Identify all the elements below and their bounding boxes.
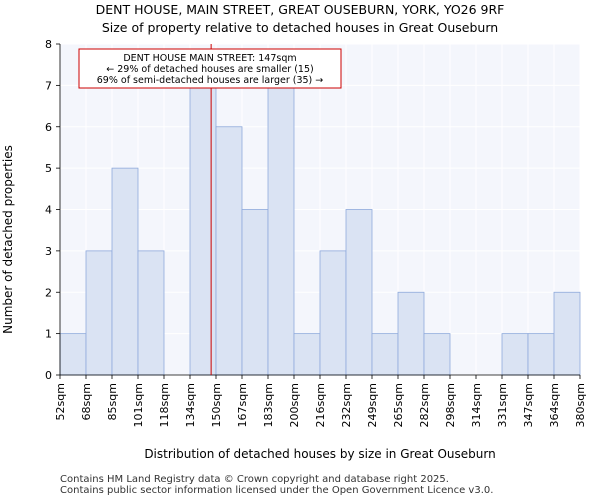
bar xyxy=(267,84,295,376)
annotation-line-2: ← 29% of detached houses are smaller (15… xyxy=(106,64,313,75)
bar xyxy=(397,291,425,376)
x-tick-label: 249sqm xyxy=(366,383,379,427)
bar xyxy=(215,126,243,376)
x-axis-label: Distribution of detached houses by size … xyxy=(144,447,495,461)
bar xyxy=(423,333,451,376)
y-tick-label: 5 xyxy=(45,162,52,175)
x-tick-label: 282sqm xyxy=(418,383,431,427)
bar xyxy=(85,250,113,376)
annotation-frame xyxy=(78,48,342,89)
bars xyxy=(59,84,581,376)
x-tick-label: 68sqm xyxy=(80,383,93,420)
x-tick-label: 118sqm xyxy=(158,383,171,427)
y-tick-label: 7 xyxy=(45,79,52,92)
chart-title: DENT HOUSE, MAIN STREET, GREAT OUSEBURN,… xyxy=(95,2,505,17)
x-tick-label: 380sqm xyxy=(574,383,587,427)
x-tick-label: 52sqm xyxy=(54,383,67,420)
x-tick-label: 134sqm xyxy=(184,383,197,427)
annotation-line-3: 69% of semi-detached houses are larger (… xyxy=(97,75,324,86)
x-tick-label: 298sqm xyxy=(444,383,457,427)
bar xyxy=(371,333,399,376)
x-tick-label: 347sqm xyxy=(522,383,535,427)
y-axis: 0 1 2 3 4 5 6 7 8 xyxy=(45,38,61,382)
x-tick-label: 331sqm xyxy=(496,383,509,427)
bar xyxy=(293,333,321,376)
bar xyxy=(319,250,347,376)
x-tick-label: 183sqm xyxy=(262,383,275,427)
y-tick-label: 4 xyxy=(45,204,52,217)
x-tick-label: 216sqm xyxy=(314,383,327,427)
bar xyxy=(111,167,139,376)
bar xyxy=(345,209,373,376)
x-tick-label: 200sqm xyxy=(288,383,301,427)
x-tick-label: 232sqm xyxy=(340,383,353,427)
x-axis: 52sqm 68sqm 85sqm 101sqm 118sqm 134sqm 150sqm 1… xyxy=(54,374,587,427)
x-tick-label: 364sqm xyxy=(548,383,561,427)
y-tick-label: 3 xyxy=(45,245,52,258)
x-tick-label: 314sqm xyxy=(470,383,483,427)
footer-copyright: Contains HM Land Registry data © Crown c… xyxy=(60,474,449,485)
bar xyxy=(241,209,269,376)
y-tick-label: 8 xyxy=(45,38,52,51)
y-tick-label: 1 xyxy=(45,328,52,341)
y-tick-label: 2 xyxy=(45,286,52,299)
x-tick-label: 85sqm xyxy=(106,383,119,420)
histogram-chart: 0 1 2 3 4 5 6 7 8 52sqm 68sqm 85sqm 101sqm 118sqm 134… xyxy=(1,38,587,461)
bar xyxy=(553,291,581,376)
annotation-line-1: DENT HOUSE MAIN STREET: 147sqm xyxy=(123,53,296,64)
y-tick-label: 0 xyxy=(45,369,52,382)
bar xyxy=(137,250,165,376)
x-tick-label: 101sqm xyxy=(132,383,145,427)
bar xyxy=(59,333,87,376)
bar xyxy=(501,333,529,376)
y-tick-label: 6 xyxy=(45,121,52,134)
x-tick-label: 167sqm xyxy=(236,383,249,427)
chart-subtitle: Size of property relative to detached ho… xyxy=(101,20,499,35)
annotation-box: DENT HOUSE MAIN STREET: 147sqm ← 29% of … xyxy=(78,48,342,89)
footer-licence: Contains public sector information licen… xyxy=(60,485,494,496)
x-tick-label: 265sqm xyxy=(392,383,405,427)
bar xyxy=(189,84,217,376)
y-axis-label: Number of detached properties xyxy=(1,145,15,334)
x-tick-label: 150sqm xyxy=(210,383,223,427)
bar xyxy=(527,333,555,376)
